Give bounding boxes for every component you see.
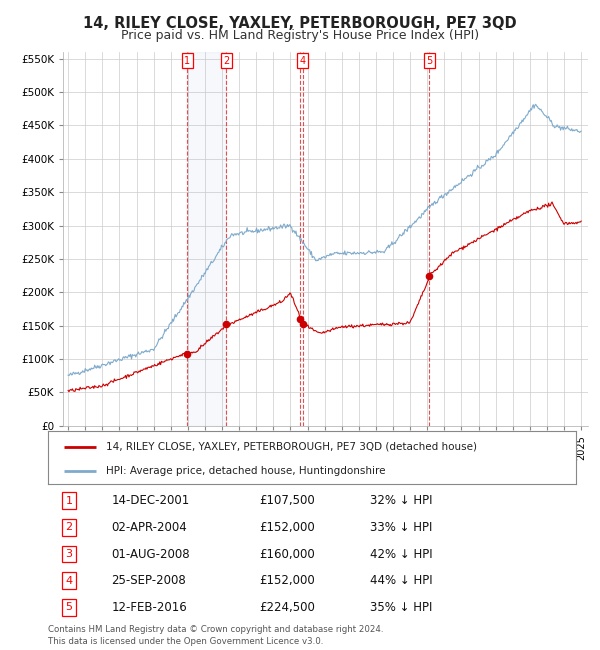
Text: 4: 4 [65, 576, 73, 586]
Text: 1: 1 [184, 56, 190, 66]
Text: 02-APR-2004: 02-APR-2004 [112, 521, 187, 534]
Text: 35% ↓ HPI: 35% ↓ HPI [370, 601, 433, 614]
Text: 33% ↓ HPI: 33% ↓ HPI [370, 521, 433, 534]
Bar [187, 52, 226, 426]
Text: 4: 4 [300, 56, 306, 66]
Text: £160,000: £160,000 [259, 547, 315, 560]
Text: £107,500: £107,500 [259, 494, 315, 507]
Text: 25-SEP-2008: 25-SEP-2008 [112, 575, 186, 588]
Text: 14-DEC-2001: 14-DEC-2001 [112, 494, 190, 507]
Text: 12-FEB-2016: 12-FEB-2016 [112, 601, 187, 614]
Text: Contains HM Land Registry data © Crown copyright and database right 2024.
This d: Contains HM Land Registry data © Crown c… [48, 625, 383, 646]
Text: £152,000: £152,000 [259, 575, 315, 588]
Text: HPI: Average price, detached house, Huntingdonshire: HPI: Average price, detached house, Hunt… [106, 466, 386, 476]
Text: 01-AUG-2008: 01-AUG-2008 [112, 547, 190, 560]
Text: 32% ↓ HPI: 32% ↓ HPI [370, 494, 433, 507]
Text: £152,000: £152,000 [259, 521, 315, 534]
Text: 3: 3 [65, 549, 73, 559]
Text: 1: 1 [65, 496, 73, 506]
Text: 2: 2 [223, 56, 229, 66]
Text: 5: 5 [65, 603, 73, 612]
Text: Price paid vs. HM Land Registry's House Price Index (HPI): Price paid vs. HM Land Registry's House … [121, 29, 479, 42]
Text: 44% ↓ HPI: 44% ↓ HPI [370, 575, 433, 588]
Text: 42% ↓ HPI: 42% ↓ HPI [370, 547, 433, 560]
Text: £224,500: £224,500 [259, 601, 315, 614]
Text: 2: 2 [65, 523, 73, 532]
Text: 5: 5 [426, 56, 433, 66]
Text: 14, RILEY CLOSE, YAXLEY, PETERBOROUGH, PE7 3QD: 14, RILEY CLOSE, YAXLEY, PETERBOROUGH, P… [83, 16, 517, 31]
Text: 14, RILEY CLOSE, YAXLEY, PETERBOROUGH, PE7 3QD (detached house): 14, RILEY CLOSE, YAXLEY, PETERBOROUGH, P… [106, 442, 477, 452]
